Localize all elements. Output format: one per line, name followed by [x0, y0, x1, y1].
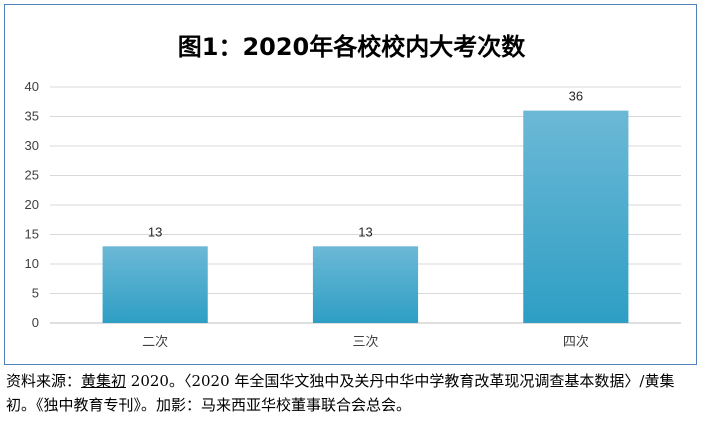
- x-category-label: 二次: [142, 334, 168, 350]
- y-tick-label: 15: [25, 227, 39, 242]
- caption-rest: 2020。〈2020 年全国华文独中及关丹中华中学教育改革现况调查基本数据〉/黄…: [6, 372, 675, 414]
- bar-value-label: 36: [569, 89, 583, 104]
- chart-title: 图1：2020年各校校内大考次数: [177, 33, 526, 61]
- y-tick-label: 35: [25, 109, 39, 124]
- chart-frame: 图1：2020年各校校内大考次数 0 5 10 15 20 25 30 35 40 13 二次 13 三…: [4, 4, 697, 365]
- bar-2: [312, 246, 419, 323]
- bar-chart-plot: 0 5 10 15 20 25 30 35 40 13 二次 13 三次 36 四次: [25, 79, 681, 350]
- bar-value-label: 13: [358, 224, 372, 239]
- y-tick-label: 20: [25, 197, 39, 212]
- caption-author-link[interactable]: 黄集初: [81, 372, 127, 390]
- caption-prefix: 资料来源：: [6, 372, 82, 390]
- source-caption: 资料来源：黄集初 2020。〈2020 年全国华文独中及关丹中华中学教育改革现况…: [6, 369, 702, 417]
- y-tick-label: 25: [25, 168, 39, 183]
- bar-3: [523, 110, 629, 323]
- bar-1: [102, 246, 208, 323]
- bar-value-label: 13: [148, 224, 162, 239]
- y-tick-label: 0: [32, 315, 39, 330]
- x-category-label: 三次: [352, 334, 378, 350]
- y-tick-label: 40: [25, 79, 39, 94]
- x-category-label: 四次: [563, 334, 589, 350]
- y-tick-label: 30: [25, 138, 39, 153]
- y-tick-label: 5: [32, 286, 39, 301]
- y-tick-label: 10: [25, 256, 39, 271]
